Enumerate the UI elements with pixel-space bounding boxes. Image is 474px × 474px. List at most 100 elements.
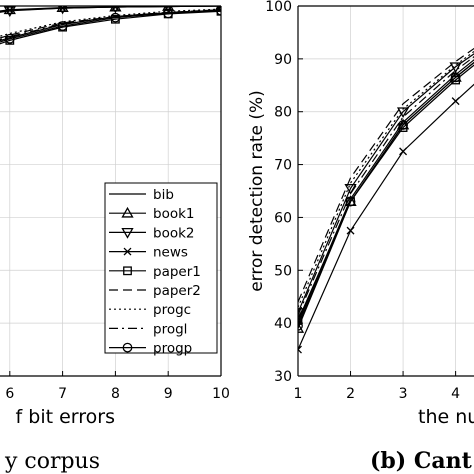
right-x-axis-label: the nu	[418, 406, 474, 428]
point-news	[399, 147, 408, 156]
y-tick-label: 50	[274, 263, 292, 279]
series-progc	[0, 8, 221, 37]
legend-item-progp: progp	[109, 341, 192, 357]
series-line-progp	[298, 61, 474, 327]
legend-item-book2: book2	[109, 225, 195, 241]
series-progl	[0, 9, 221, 41]
x-tick-label: 7	[58, 386, 67, 402]
series-news	[298, 83, 474, 354]
legend-label: book1	[153, 206, 195, 222]
legend-items: bib book1 book2 news paper1 paper2 progc progl p…	[109, 187, 201, 357]
point-news	[111, 6, 120, 12]
series-progc	[298, 50, 474, 308]
right-x-ticks: 1 2 3 4	[294, 371, 460, 402]
left-series-group	[0, 6, 221, 45]
series-line-progl	[0, 9, 221, 41]
legend-marker	[123, 266, 132, 276]
y-tick-label: 100	[265, 0, 292, 15]
point-progp	[216, 6, 221, 16]
point-book1	[3, 6, 16, 15]
x-tick-label: 6	[5, 386, 14, 402]
point-progp	[163, 8, 174, 19]
legend-item-book1: book1	[109, 206, 195, 222]
left-chart: 6 7 8 9 10 f bit errors y corpus bib book1 boo…	[0, 5, 230, 474]
y-tick-label: 40	[274, 316, 292, 332]
y-tick-label: 90	[274, 52, 292, 68]
series-progl	[298, 56, 474, 316]
legend-item-bib: bib	[109, 187, 174, 203]
x-tick-label: 9	[164, 386, 173, 402]
legend-marker	[122, 342, 133, 353]
series-line-progc	[298, 50, 474, 308]
legend-item-news: news	[109, 245, 188, 261]
series-paper1	[298, 64, 474, 325]
right-y-axis-label: error detection rate (%)	[247, 90, 267, 292]
x-tick-label: 3	[399, 386, 408, 402]
series-progp	[298, 61, 474, 331]
series-paper2	[298, 47, 474, 303]
legend-label: progc	[153, 302, 191, 318]
series-paper2	[0, 9, 221, 39]
legend-marker	[121, 206, 134, 218]
legend-label: news	[153, 245, 188, 261]
series-line-paper2	[298, 47, 474, 303]
right-caption: (b) Cant	[370, 448, 473, 474]
right-chart: 1 2 3 4 30 40 50 60 70 80 90 100 error detection r…	[247, 0, 474, 474]
left-x-axis-label: f bit errors	[16, 406, 115, 428]
x-tick-label: 2	[346, 386, 355, 402]
point-news	[298, 345, 302, 354]
point-progp	[57, 21, 68, 31]
legend-label: book2	[153, 225, 195, 241]
y-tick-label: 80	[274, 105, 292, 121]
legend-item-paper1: paper1	[109, 264, 201, 280]
right-y-ticks: 30 40 50 60 70 80 90 100	[265, 0, 303, 385]
point-book2	[298, 308, 305, 319]
series-line-paper1	[298, 64, 474, 321]
x-tick-label: 4	[451, 386, 460, 402]
legend-marker	[121, 227, 134, 239]
series-bib	[298, 59, 474, 324]
point-news	[58, 6, 67, 13]
y-tick-label: 60	[274, 210, 292, 226]
series-line-progc	[0, 8, 221, 37]
series-book1	[298, 61, 474, 333]
legend-label: progp	[153, 341, 192, 357]
point-news	[5, 6, 14, 15]
y-tick-label: 70	[274, 158, 292, 174]
series-progp	[0, 6, 221, 44]
point-news	[217, 6, 221, 10]
legend-label: progl	[153, 321, 187, 337]
series-line-progp	[0, 10, 221, 43]
point-news	[346, 226, 355, 235]
legend-label: paper1	[153, 264, 201, 280]
point-book2	[3, 6, 16, 18]
series-line-news	[298, 83, 474, 350]
legend: bib book1 book2 news paper1 paper2 progc progl p…	[104, 182, 218, 357]
series-line-book2	[298, 53, 474, 313]
series-line-paper2	[0, 9, 221, 39]
legend-label: paper2	[153, 283, 201, 299]
point-book1	[298, 322, 305, 333]
right-series-group	[298, 47, 474, 354]
legend-marker	[123, 247, 132, 256]
series-line-book1	[298, 61, 474, 329]
point-progp	[110, 12, 121, 23]
x-tick-label: 1	[294, 386, 303, 402]
series-line-bib	[298, 59, 474, 324]
point-news	[451, 97, 460, 106]
legend-item-paper2: paper2	[109, 283, 201, 299]
point-book1	[56, 6, 69, 12]
point-progp	[298, 320, 303, 331]
point-progp	[345, 196, 356, 207]
left-caption: y corpus	[4, 449, 100, 474]
series-paper1	[0, 6, 221, 45]
legend-label: bib	[153, 187, 174, 203]
point-progp	[4, 33, 15, 44]
point-progp	[398, 120, 408, 130]
left-x-ticks: 6 7 8 9 10	[5, 371, 230, 402]
point-paper1	[298, 316, 303, 325]
x-tick-label: 10	[212, 386, 230, 402]
point-progp	[450, 72, 461, 83]
series-line-progl	[298, 56, 474, 316]
